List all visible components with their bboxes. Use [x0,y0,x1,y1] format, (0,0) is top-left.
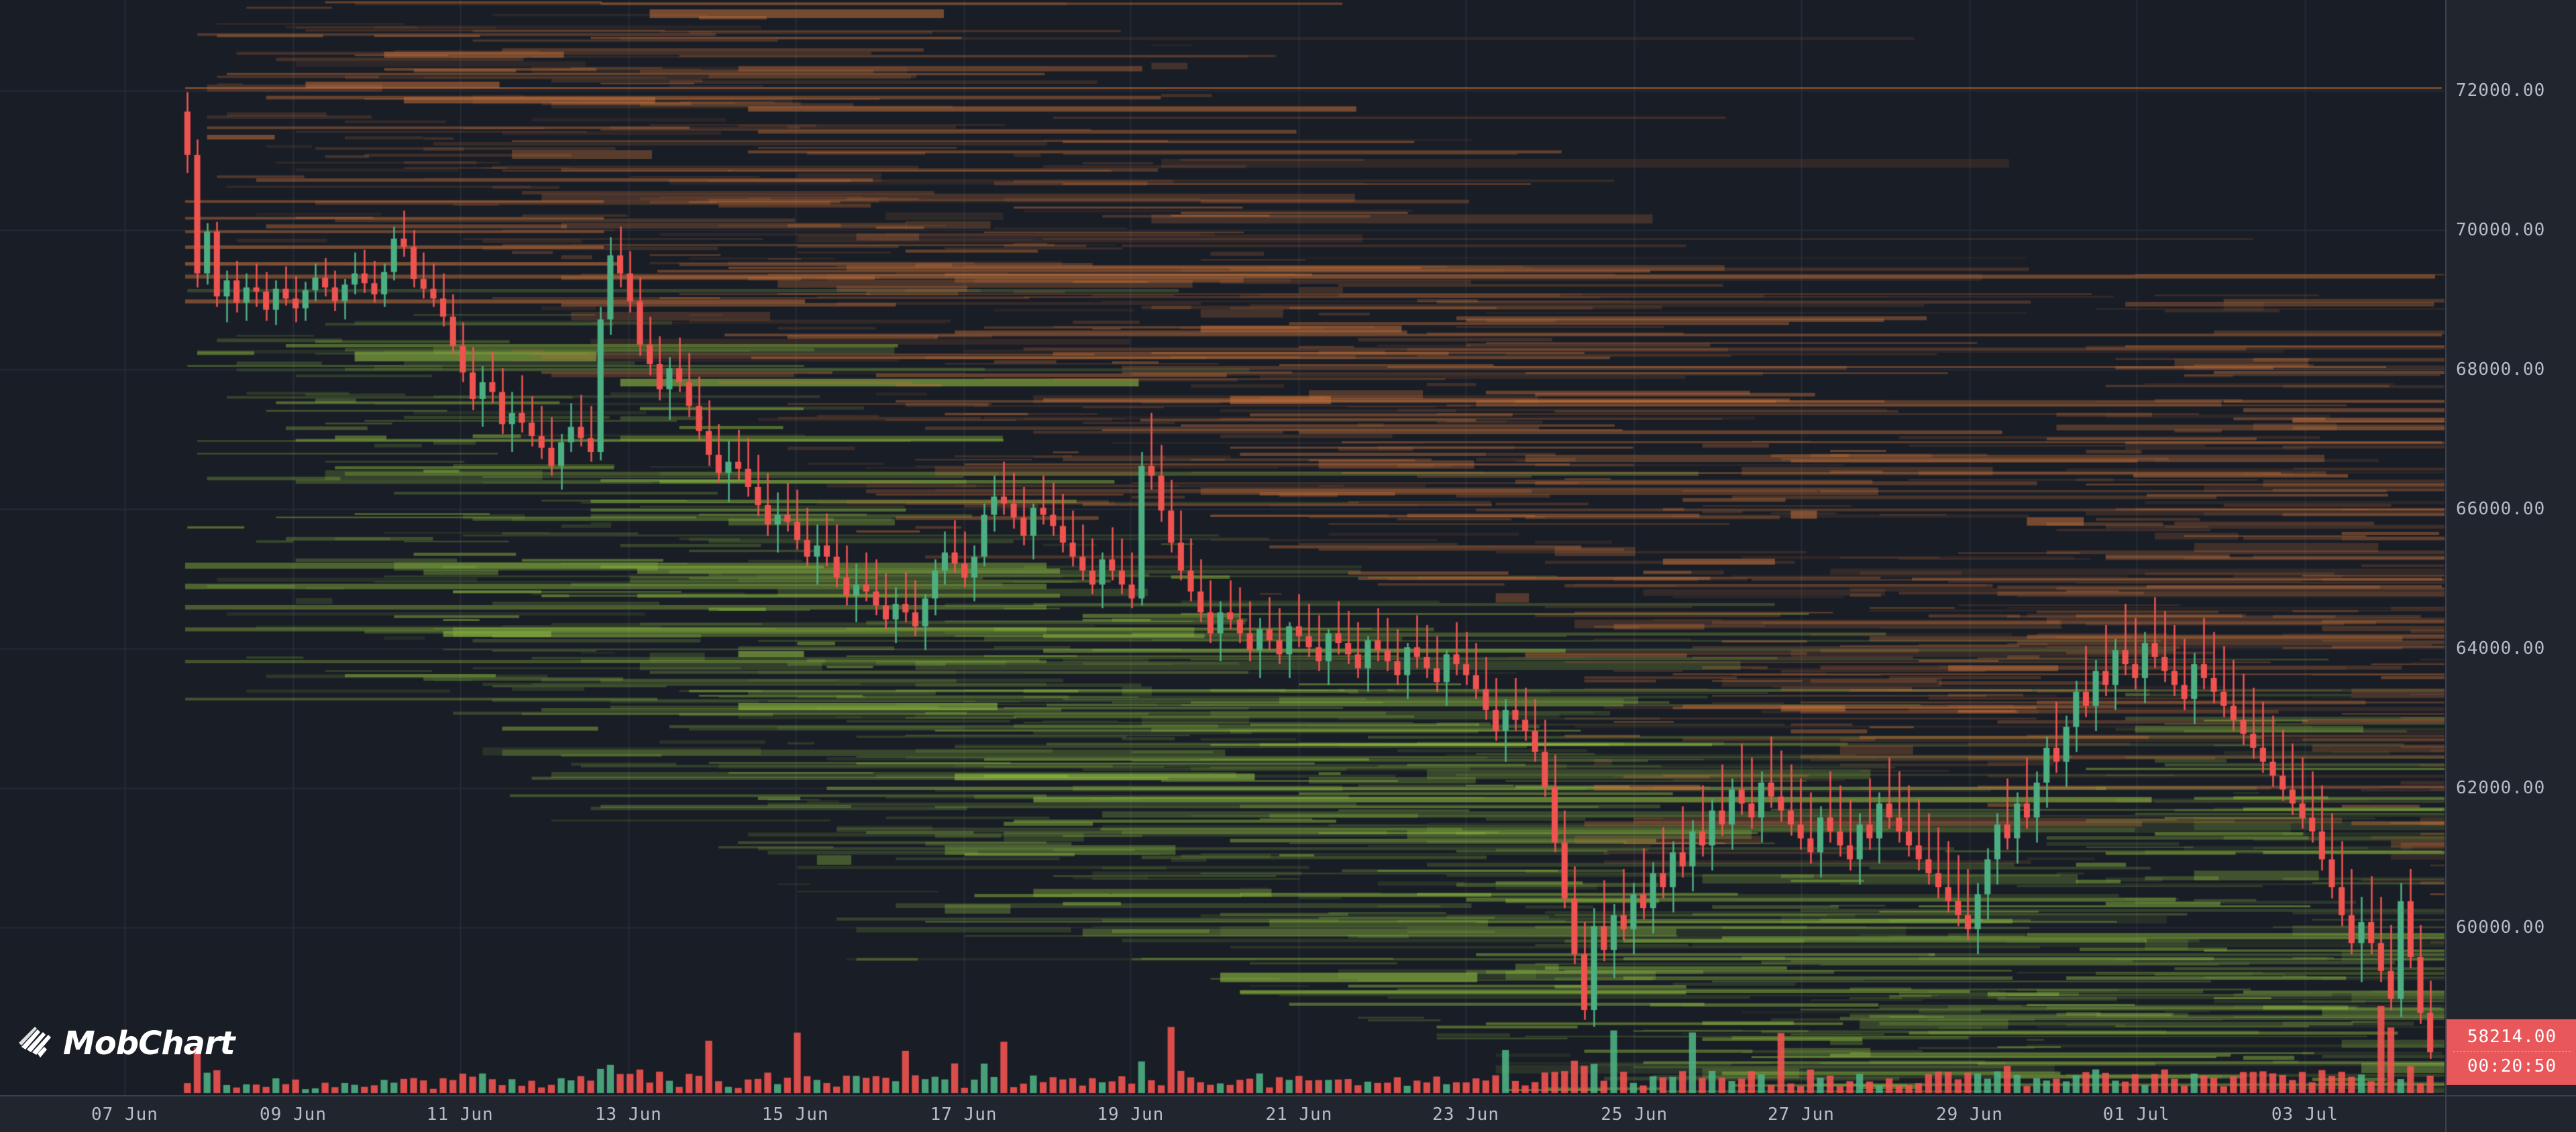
price-tick: 62000.00 [2456,778,2546,799]
price-tick: 64000.00 [2456,638,2546,659]
last-price-value: 58214.00 [2467,1027,2557,1048]
time-tick: 17 Jun [930,1105,998,1125]
time-tick: 01 Jul [2102,1105,2170,1125]
price-tick: 60000.00 [2456,917,2546,938]
price-tick: 72000.00 [2456,80,2546,101]
price-axis[interactable]: 72000.00 70000.00 68000.00 66000.00 64000.00… [2445,0,2576,1095]
price-tick: 70000.00 [2456,220,2546,241]
time-tick: 21 Jun [1265,1105,1333,1125]
axis-corner [2445,1095,2576,1132]
time-axis[interactable]: 07 Jun 09 Jun 11 Jun 13 Jun 15 Jun 17 Jun 19 J… [0,1095,2445,1132]
chart-plot-area[interactable] [0,0,2445,1095]
price-tick: 66000.00 [2456,499,2546,520]
candlestick-canvas [0,0,2445,1095]
price-tick: 68000.00 [2456,359,2546,380]
time-tick: 23 Jun [1432,1105,1500,1125]
time-tick: 07 Jun [91,1105,158,1125]
time-tick: 25 Jun [1601,1105,1668,1125]
time-tick: 09 Jun [260,1105,327,1125]
time-tick: 19 Jun [1097,1105,1165,1125]
candle-countdown: 00:20:50 [2467,1056,2557,1077]
time-tick: 13 Jun [594,1105,662,1125]
time-tick: 15 Jun [761,1105,829,1125]
last-price-tag[interactable]: 58214.00 00:20:50 [2447,1019,2576,1086]
time-tick: 11 Jun [426,1105,494,1125]
time-tick: 27 Jun [1767,1105,1835,1125]
time-tick: 03 Jul [2271,1105,2339,1125]
time-tick: 29 Jun [1936,1105,2003,1125]
